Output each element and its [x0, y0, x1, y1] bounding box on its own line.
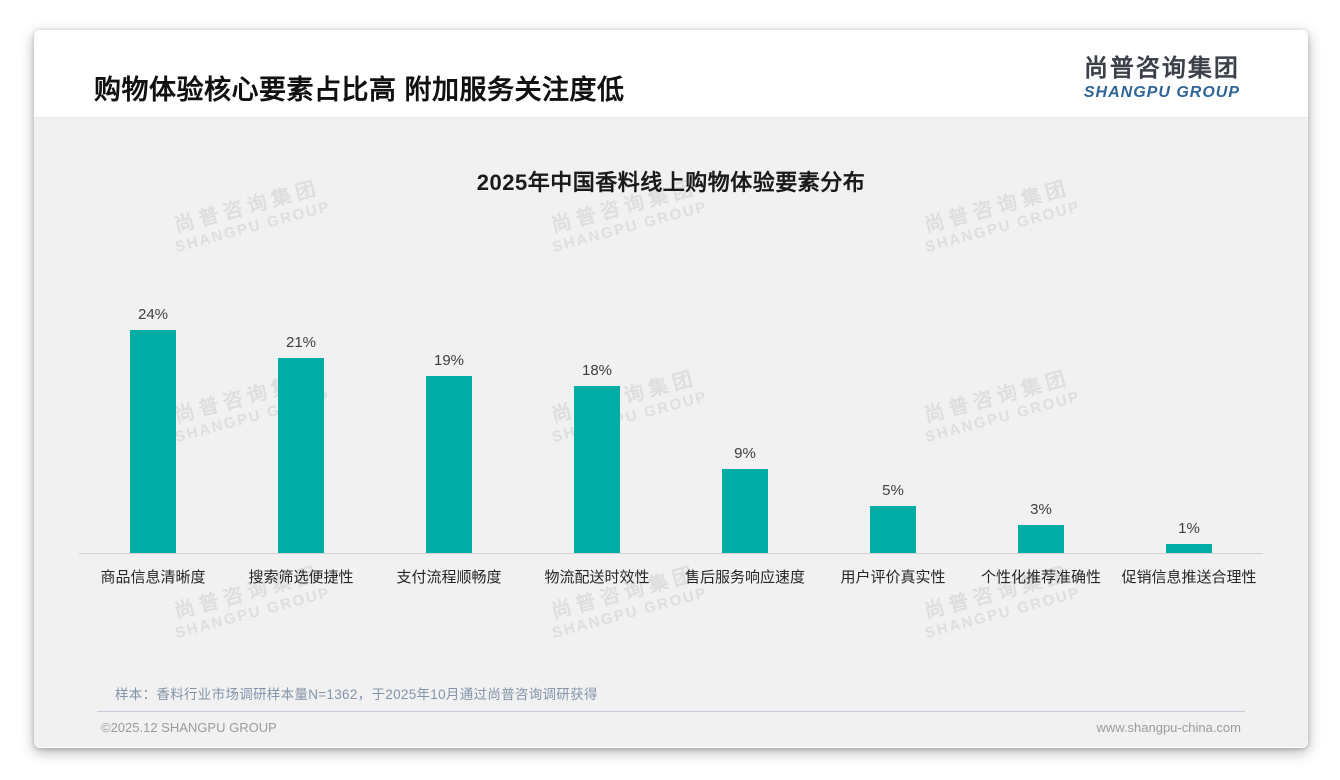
category-label: 商品信息清晰度 — [100, 569, 206, 586]
category-label: 物流配送时效性 — [544, 569, 650, 586]
bar-group: 3% — [967, 304, 1115, 553]
bar-value-label: 3% — [1030, 501, 1052, 518]
bar-group: 18% — [523, 304, 671, 553]
bar-value-label: 5% — [882, 482, 904, 499]
bar-value-label: 19% — [433, 352, 465, 369]
bar — [1018, 525, 1064, 553]
category-label: 支付流程顺畅度 — [396, 569, 502, 586]
bar — [870, 506, 916, 553]
bar-value-label: 1% — [1178, 520, 1200, 537]
watermark-en-text: SHANGPU GROUP — [550, 198, 710, 256]
category-label: 搜索筛选便捷性 — [248, 569, 354, 586]
watermark-en-text: SHANGPU GROUP — [923, 198, 1083, 256]
bar-group: 1% — [1115, 304, 1263, 553]
bar-group: 9% — [671, 304, 819, 553]
footer-url: www.shangpu-china.com — [1096, 720, 1241, 735]
logo-en-text: SHANGPU GROUP — [1083, 84, 1240, 102]
category-label: 售后服务响应速度 — [684, 569, 805, 586]
bar-value-label: 18% — [581, 362, 613, 379]
watermark-en-text: SHANGPU GROUP — [173, 584, 333, 642]
footer-copyright: ©2025.12 SHANGPU GROUP — [101, 720, 277, 735]
report-card: 购物体验核心要素占比高 附加服务关注度低 尚普咨询集团 SHANGPU GROU… — [34, 30, 1308, 748]
bar — [130, 330, 176, 553]
chart-title: 2025年中国香料线上购物体验要素分布 — [476, 170, 866, 195]
card-footer: ©2025.12 SHANGPU GROUP www.shangpu-china… — [97, 711, 1245, 735]
watermark-en-text: SHANGPU GROUP — [550, 584, 710, 642]
bar-group: 5% — [819, 304, 967, 553]
sample-note: 样本：香料行业市场调研样本量N=1362，于2025年10月通过尚普咨询调研获得 — [115, 687, 598, 702]
card-header: 购物体验核心要素占比高 附加服务关注度低 尚普咨询集团 SHANGPU GROU… — [34, 30, 1308, 118]
watermark-en-text: SHANGPU GROUP — [923, 584, 1083, 642]
shangpu-logo: 尚普咨询集团 SHANGPU GROUP — [1083, 55, 1240, 102]
bar-chart-plot: 24% 21% 19% 18% 9% 5% 3% 1% — [79, 304, 1263, 554]
bar-group: 24% — [79, 304, 227, 553]
chart-section: 尚普咨询集团 SHANGPU GROUP 尚普咨询集团 SHANGPU GROUP 尚普… — [34, 118, 1308, 747]
bar-value-label: 24% — [137, 306, 169, 323]
category-label: 促销信息推送合理性 — [1121, 569, 1257, 586]
bar-group: 21% — [227, 304, 375, 553]
bar-value-label: 21% — [285, 334, 317, 351]
bar — [574, 386, 620, 553]
logo-cn-text: 尚普咨询集团 — [1083, 55, 1240, 82]
watermark-en-text: SHANGPU GROUP — [173, 198, 333, 256]
bar-group: 19% — [375, 304, 523, 553]
x-axis-labels: 商品信息清晰度 搜索筛选便捷性 支付流程顺畅度 物流配送时效性 售后服务响应速度 用户评价… — [79, 554, 1263, 587]
bar — [278, 358, 324, 553]
bar-value-label: 9% — [734, 445, 756, 462]
page-title: 购物体验核心要素占比高 附加服务关注度低 — [94, 75, 625, 105]
category-label: 用户评价真实性 — [840, 569, 946, 586]
category-label: 个性化推荐准确性 — [980, 569, 1101, 586]
bar — [1166, 544, 1212, 553]
bar — [722, 469, 768, 553]
bar — [426, 376, 472, 553]
